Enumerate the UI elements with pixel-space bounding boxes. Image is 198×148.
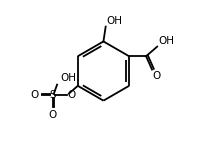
Text: S: S: [49, 90, 56, 100]
Text: OH: OH: [158, 36, 174, 46]
Text: O: O: [49, 110, 57, 120]
Text: OH: OH: [60, 73, 76, 83]
Text: O: O: [31, 90, 39, 100]
Text: O: O: [68, 90, 76, 100]
Text: OH: OH: [106, 16, 122, 26]
Text: O: O: [153, 71, 161, 81]
